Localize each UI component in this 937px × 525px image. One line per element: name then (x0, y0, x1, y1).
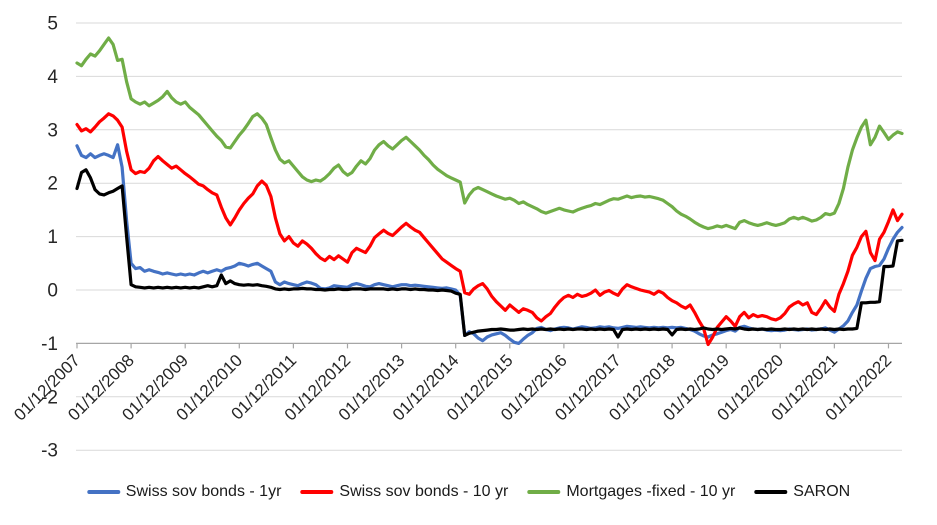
legend-item-mortgages-fixed-10yr: Mortgages -fixed - 10 yr (527, 483, 735, 501)
series-line-mortgages-fixed-10-yr (75, 36, 904, 231)
legend-item-saron: SARON (754, 483, 850, 501)
legend-label: SARON (793, 483, 851, 500)
legend-swatch-saron (754, 490, 788, 494)
y-axis-label: -2 (41, 387, 58, 408)
legend-item-swiss-sov-bonds-10yr: Swiss sov bonds - 10 yr (300, 483, 508, 501)
legend-label: Mortgages -fixed - 10 yr (566, 483, 736, 500)
legend-swatch-swiss-sov-bonds-10yr (300, 490, 334, 494)
legend-label: Swiss sov bonds - 10 yr (339, 483, 509, 500)
chart-legend: Swiss sov bonds - 1yr Swiss sov bonds - … (86, 483, 850, 501)
legend-swatch-mortgages-fixed-10yr (527, 490, 561, 494)
y-axis-label: -3 (41, 441, 58, 462)
y-axis-label: 1 (47, 227, 58, 248)
y-axis-label: 2 (47, 174, 58, 195)
legend-item-swiss-sov-bonds-1yr: Swiss sov bonds - 1yr (86, 483, 282, 501)
y-axis-label: -1 (41, 334, 58, 355)
legend-swatch-swiss-sov-bonds-1yr (86, 490, 120, 494)
series-line-swiss-sov-bonds-10-yr (75, 112, 904, 347)
y-axis-label: 4 (47, 67, 58, 88)
y-axis-label: 0 (47, 281, 58, 302)
series-line-swiss-sov-bonds-1yr (75, 143, 904, 345)
y-axis-label: 5 (47, 14, 58, 35)
y-axis-label: 3 (47, 120, 58, 141)
series-line-saron (75, 168, 904, 339)
legend-label: Swiss sov bonds - 1yr (125, 483, 282, 500)
